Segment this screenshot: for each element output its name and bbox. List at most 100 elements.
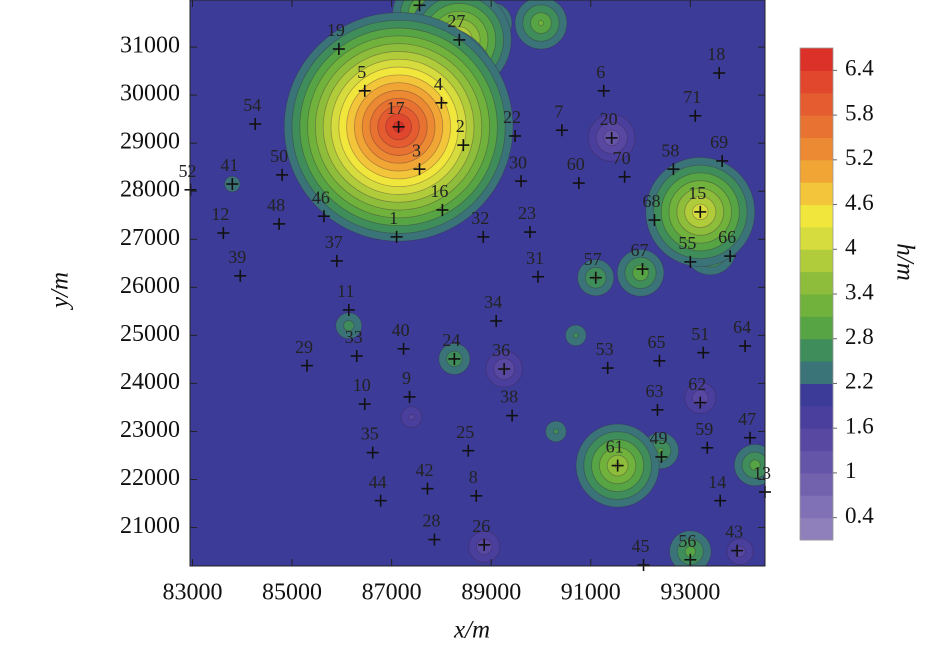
station-label: 29 (295, 337, 313, 357)
x-tick-label: 93000 (660, 580, 720, 606)
colorbar-tick-label: 6.4 (845, 56, 874, 81)
colorbar-band (800, 428, 833, 452)
station-label: 70 (613, 148, 631, 168)
y-tick-label: 31000 (120, 33, 180, 59)
colorbar-band (800, 517, 833, 541)
station-marker (477, 230, 490, 243)
station-marker (436, 203, 449, 216)
x-tick-label: 91000 (561, 580, 621, 606)
station-marker (694, 205, 707, 218)
station-label: 23 (518, 203, 536, 223)
station-marker (611, 459, 624, 472)
station-label: 68 (642, 191, 660, 211)
contour-band (537, 20, 544, 27)
station-marker (453, 33, 466, 46)
station-marker (342, 303, 355, 316)
station-marker (317, 210, 330, 223)
station-label: 14 (708, 472, 726, 492)
station-marker (390, 230, 403, 243)
colorbar-band (800, 137, 833, 161)
station-marker (403, 390, 416, 403)
colorbar-tick-label: 1.6 (845, 413, 874, 438)
station-label: 71 (683, 87, 701, 107)
station-label: 6 (596, 62, 605, 82)
station-label: 43 (725, 522, 743, 542)
colorbar-tick-label: 5.8 (845, 100, 874, 125)
y-tick-label: 22000 (120, 465, 180, 491)
station-marker (366, 446, 379, 459)
station-label: 37 (325, 232, 343, 252)
colorbar-band (800, 316, 833, 340)
plot-frame (189, 0, 766, 567)
station-label: 67 (631, 240, 649, 260)
station-marker (636, 263, 649, 276)
station-label: 3 (412, 140, 421, 160)
station-marker (694, 396, 707, 409)
station-label: 4 (434, 74, 443, 94)
station-label: 24 (442, 330, 460, 350)
station-label: 53 (596, 339, 614, 359)
station-marker (739, 339, 752, 352)
colorbar-band (800, 450, 833, 474)
station-marker (217, 227, 230, 240)
contour-band (408, 414, 415, 421)
station-label: 13 (753, 463, 771, 483)
colorbar-band (800, 182, 833, 206)
station-marker (689, 109, 702, 122)
station-label: 56 (678, 531, 696, 551)
station-label: 42 (415, 460, 433, 480)
station-marker (506, 409, 519, 422)
colorbar-band (800, 249, 833, 273)
station-marker (716, 154, 729, 167)
station-marker (249, 117, 262, 130)
station-marker (226, 178, 239, 191)
station-label: 17 (387, 98, 405, 118)
station-marker (490, 314, 503, 327)
x-tick-label: 87000 (362, 580, 422, 606)
station-label: 57 (584, 249, 602, 269)
station-label: 35 (361, 424, 379, 444)
y-tick-label: 25000 (120, 321, 180, 347)
y-tick-label: 28000 (120, 177, 180, 203)
station-marker (358, 398, 371, 411)
station-marker (276, 168, 289, 181)
station-label: 51 (691, 324, 709, 344)
station-marker (697, 346, 710, 359)
station-marker (392, 120, 405, 133)
station-label: 36 (492, 340, 510, 360)
contour-band (572, 332, 579, 339)
station-label: 18 (707, 44, 725, 64)
colorbar-band (800, 383, 833, 407)
station-label: 44 (369, 472, 387, 492)
station-label: 47 (738, 409, 756, 429)
station-label: 49 (649, 428, 667, 448)
station-marker (462, 444, 475, 457)
station-label: 38 (500, 387, 518, 407)
station-label: 59 (695, 419, 713, 439)
station-marker (605, 131, 618, 144)
colorbar-band (800, 115, 833, 138)
station-marker (744, 431, 757, 444)
station-marker (358, 84, 371, 97)
station-marker (637, 559, 650, 572)
station-label: 31 (526, 248, 544, 268)
station-label: 40 (392, 320, 410, 340)
station-label: 19 (327, 20, 345, 40)
contour-band (552, 428, 559, 435)
station-marker (374, 494, 387, 507)
station-marker (413, 163, 426, 176)
station-marker (273, 217, 286, 230)
colorbar-band (800, 338, 833, 362)
x-tick-label: 83000 (162, 580, 222, 606)
station-marker (651, 403, 664, 416)
station-label: 39 (228, 247, 246, 267)
station-marker (714, 494, 727, 507)
station-marker (731, 544, 744, 557)
station-label: 61 (606, 437, 624, 457)
station-marker (597, 84, 610, 97)
station-label: 27 (447, 11, 465, 31)
station-marker (350, 350, 363, 363)
station-marker (448, 352, 461, 365)
colorbar: 0.4 1 1.6 2.2 2.8 3.4 4 4.6 5.2 5.8 6.4 (799, 47, 874, 541)
